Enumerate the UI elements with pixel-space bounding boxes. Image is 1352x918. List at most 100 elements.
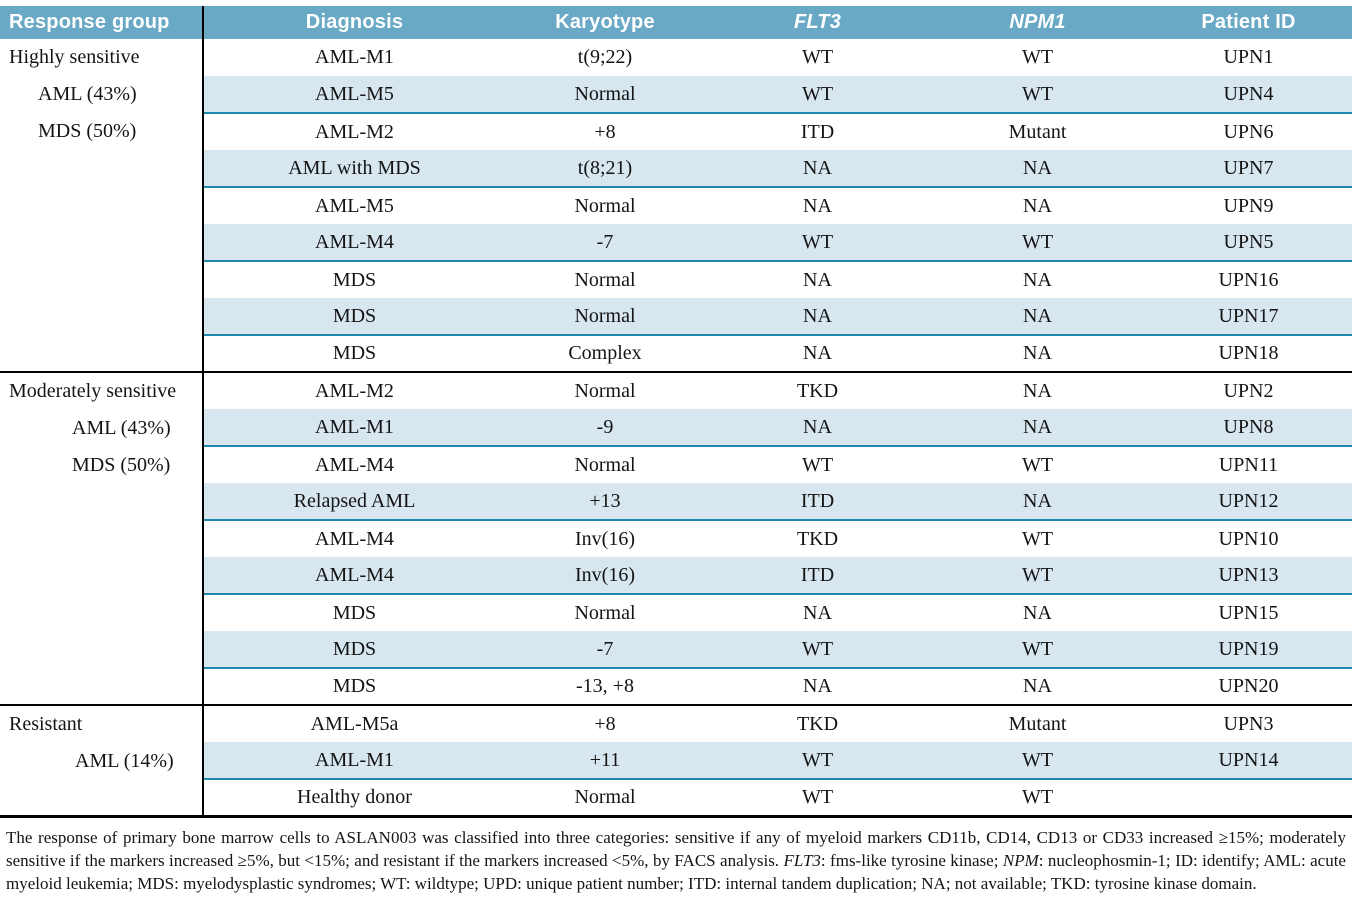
cell-diagnosis: AML-M4 <box>203 224 505 262</box>
footnote-gene-name: NPM <box>1002 850 1039 870</box>
cell-patient-id: UPN6 <box>1223 120 1274 143</box>
cell-diagnosis: AML-M5 <box>203 76 505 114</box>
cell-diagnosis: MDS <box>332 268 377 291</box>
cell-diagnosis: AML-M4 <box>315 453 394 476</box>
table-row: AML-M2 +8 ITD Mutant UPN6 <box>0 113 1352 150</box>
cell-karyotype: Normal <box>574 268 636 291</box>
cell-npm1: NA <box>930 150 1145 188</box>
table-row: MDS -13, +8 NA NA UPN20 <box>0 668 1352 705</box>
cell-diagnosis: MDS <box>203 631 505 669</box>
cell-npm1: NA <box>1023 342 1052 364</box>
cell-karyotype: +13 <box>505 483 705 521</box>
cell-npm1: WT <box>930 631 1145 669</box>
patient-characteristics-table: Response group Diagnosis Karyotype FLT3 … <box>0 6 1352 818</box>
cell-npm1: WT <box>1021 527 1054 550</box>
cell-patient-id: UPN15 <box>1218 601 1279 624</box>
column-header-karyotype: Karyotype <box>505 6 705 39</box>
cell-diagnosis: MDS <box>203 298 505 336</box>
cell-karyotype: -7 <box>505 631 705 669</box>
table-row: MDS Complex NA NA UPN18 <box>0 335 1352 372</box>
cell-npm1: NA <box>1023 194 1052 217</box>
cell-flt3: NA <box>803 601 832 624</box>
cell-diagnosis: AML-M1 <box>203 409 505 447</box>
table-row: AML-M4 Inv(16) TKD WT UPN10 <box>0 520 1352 557</box>
cell-npm1: NA <box>930 298 1145 336</box>
cell-diagnosis: AML-M5a <box>203 704 505 742</box>
cell-karyotype: Inv(16) <box>575 527 635 550</box>
cell-flt3: WT <box>705 742 930 780</box>
table-row: AML-M4 Inv(16) ITD WT UPN13 <box>0 557 1352 595</box>
group-label-line: Highly sensitive <box>9 46 140 68</box>
cell-patient-id <box>1145 779 1352 816</box>
cell-flt3: ITD <box>800 120 835 143</box>
column-header-npm1: NPM1 <box>930 6 1145 39</box>
cell-patient-id: UPN12 <box>1145 483 1352 521</box>
cell-karyotype: Inv(16) <box>505 557 705 595</box>
cell-karyotype: +8 <box>505 704 705 742</box>
cell-flt3: NA <box>705 298 930 336</box>
cell-npm1: NA <box>1023 601 1052 624</box>
cell-patient-id: UPN3 <box>1145 704 1352 742</box>
cell-flt3: NA <box>803 675 832 697</box>
table-row: Resistant AML (14%) AML-M5a +8 TKD Mutant UPN3 <box>0 704 1352 816</box>
cell-karyotype: +11 <box>505 742 705 780</box>
cell-diagnosis: MDS <box>332 601 377 624</box>
group-label: Moderately sensitive AML (43%) MDS (50%) <box>0 371 204 705</box>
cell-patient-id: UPN5 <box>1145 224 1352 262</box>
cell-patient-id: UPN13 <box>1145 557 1352 595</box>
cell-npm1: WT <box>930 224 1145 262</box>
table-row: AML-M4 Normal WT WT UPN11 <box>0 446 1352 483</box>
cell-patient-id: UPN14 <box>1145 742 1352 780</box>
table-row: Highly sensitive AML (43%) MDS (50%) AML-M1… <box>0 39 1352 372</box>
cell-flt3: WT <box>705 631 930 669</box>
cell-karyotype: Normal <box>574 194 636 217</box>
cell-patient-id: UPN16 <box>1218 268 1279 291</box>
cell-npm1: Mutant <box>1008 120 1067 143</box>
cell-npm1: NA <box>930 371 1145 409</box>
table-row: MDS Normal NA NA UPN17 <box>0 298 1352 336</box>
cell-patient-id: UPN7 <box>1145 150 1352 188</box>
group-label-line: AML (14%) <box>75 750 174 772</box>
table-row: MDS -7 WT WT UPN19 <box>0 631 1352 669</box>
cell-diagnosis: AML-M5 <box>315 194 394 217</box>
cell-flt3: NA <box>705 150 930 188</box>
cell-flt3: TKD <box>705 704 930 742</box>
cell-karyotype: +8 <box>594 120 616 143</box>
cell-flt3: NA <box>803 342 832 364</box>
cell-flt3: ITD <box>705 483 930 521</box>
cell-diagnosis: MDS <box>332 675 377 697</box>
column-header-diagnosis: Diagnosis <box>203 6 505 39</box>
footnote-gene-name: FLT3 <box>783 850 821 870</box>
cell-npm1: NA <box>930 483 1145 521</box>
cell-npm1: NA <box>930 409 1145 447</box>
cell-npm1: WT <box>930 557 1145 595</box>
cell-flt3: WT <box>801 453 834 476</box>
cell-npm1: Mutant <box>930 704 1145 742</box>
cell-karyotype: -7 <box>505 224 705 262</box>
cell-flt3: NA <box>705 409 930 447</box>
column-header-patient-id: Patient ID <box>1145 6 1352 39</box>
group-label-line: MDS (50%) <box>72 454 171 476</box>
cell-flt3: TKD <box>705 371 930 409</box>
cell-flt3: WT <box>705 76 930 114</box>
cell-npm1: NA <box>1023 268 1052 291</box>
group-label: Resistant AML (14%) <box>0 704 204 816</box>
cell-karyotype: -9 <box>505 409 705 447</box>
cell-flt3: TKD <box>796 527 839 550</box>
column-header-response-group: Response group <box>0 6 204 39</box>
group-label-line: MDS (50%) <box>38 120 137 142</box>
table-row: AML with MDS t(8;21) NA NA UPN7 <box>0 150 1352 188</box>
cell-flt3: WT <box>801 785 834 808</box>
cell-karyotype: t(8;21) <box>505 150 705 188</box>
cell-npm1: WT <box>1021 453 1054 476</box>
cell-patient-id: UPN4 <box>1145 76 1352 114</box>
cell-patient-id: UPN1 <box>1223 46 1274 68</box>
footnote-text: : fms-like tyrosine kinase; <box>820 850 1003 870</box>
table-row: Healthy donor Normal WT WT <box>0 779 1352 816</box>
table-row: AML-M5 Normal WT WT UPN4 <box>0 76 1352 114</box>
cell-patient-id: UPN2 <box>1145 371 1352 409</box>
cell-diagnosis: AML-M4 <box>315 527 394 550</box>
cell-npm1: WT <box>1021 785 1054 808</box>
cell-patient-id: UPN18 <box>1218 342 1279 364</box>
